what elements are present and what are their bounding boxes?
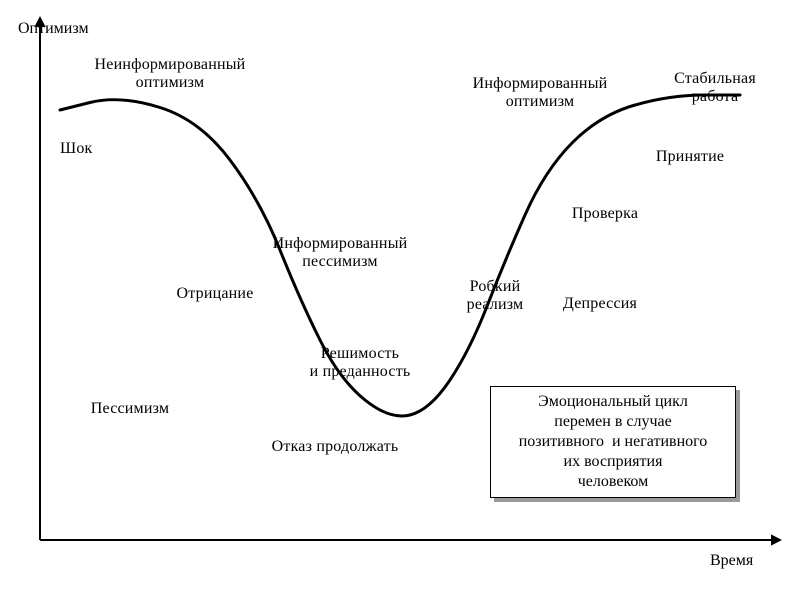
stage-label-stable-work: Стабильная работа	[674, 70, 756, 107]
x-axis-label: Время	[710, 552, 753, 570]
stage-label-informed-optimism: Информированный оптимизм	[473, 75, 608, 112]
stage-label-uninformed-optimism: Неинформированный оптимизм	[95, 56, 246, 93]
stage-label-testing: Проверка	[572, 205, 638, 223]
stage-label-pessimism: Пессимизм	[91, 400, 170, 418]
stage-label-denial: Отрицание	[177, 285, 254, 303]
caption-box: Эмоциональный цикл перемен в случае пози…	[490, 386, 736, 498]
stage-label-informed-pessimism: Информированный пессимизм	[273, 235, 408, 272]
stage-label-acceptance: Принятие	[656, 148, 724, 166]
caption-text: Эмоциональный цикл перемен в случае пози…	[519, 392, 708, 492]
stage-label-depression: Депрессия	[563, 295, 637, 313]
stage-label-timid-realism: Робкий реализм	[467, 278, 524, 315]
y-axis-label: Оптимизм	[18, 20, 89, 38]
stage-label-shock: Шок	[60, 140, 93, 158]
diagram-canvas: Оптимизм Время Шок Неинформированный опти…	[0, 0, 800, 600]
stage-label-refusal: Отказ продолжать	[272, 438, 399, 456]
stage-label-resolve: Решимость и преданность	[310, 345, 411, 382]
